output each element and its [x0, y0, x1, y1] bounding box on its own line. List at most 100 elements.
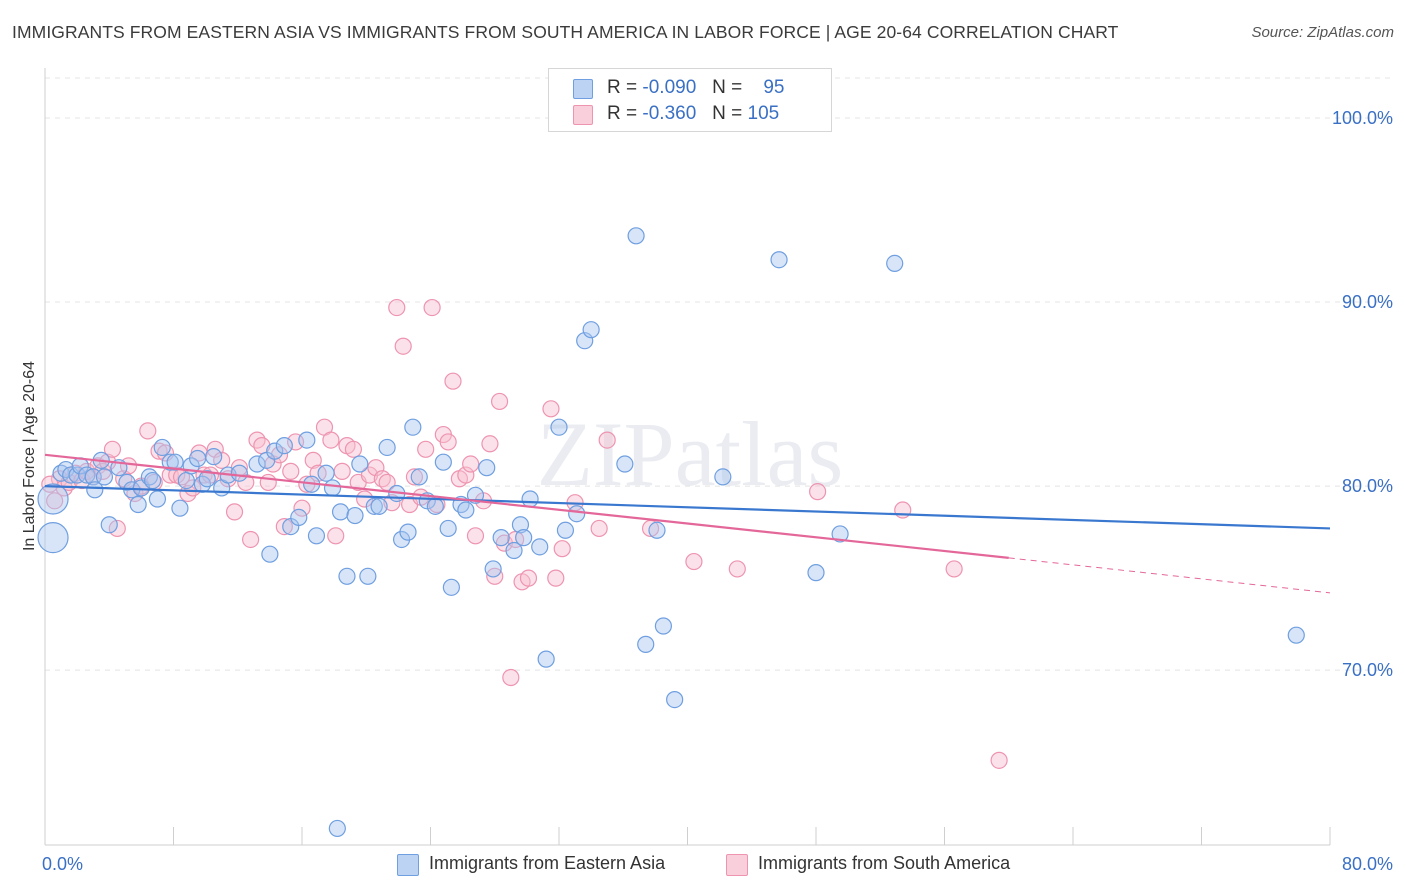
blue-point — [351, 455, 369, 473]
blue-point — [129, 495, 147, 514]
trend-line — [44, 453, 1009, 559]
pink-point — [809, 483, 827, 501]
blue-point — [248, 455, 266, 473]
legend-r-value-pink: -0.360 — [642, 103, 697, 124]
bottom-legend-swatch-blue — [397, 854, 419, 876]
blue-point — [346, 506, 364, 525]
legend-r-label: R = — [607, 103, 638, 124]
blue-point — [198, 470, 216, 488]
pink-point — [945, 560, 963, 578]
blue-point — [323, 479, 342, 497]
pink-point — [466, 527, 485, 545]
blue-point — [537, 650, 555, 668]
pink-point — [139, 422, 157, 440]
pink-point — [685, 552, 703, 571]
watermark: ZIPatlas — [537, 403, 844, 505]
pink-point — [547, 569, 565, 587]
y-tick-label: 80.0% — [1342, 476, 1393, 496]
pink-point — [519, 569, 538, 587]
legend-text-pink: R = -0.360 N = 105 — [607, 103, 779, 125]
bottom-legend-label-blue: Immigrants from Eastern Asia — [429, 853, 666, 873]
blue-point — [511, 516, 530, 534]
pink-point — [444, 372, 462, 390]
blue-point — [521, 490, 539, 508]
blue-point — [505, 541, 523, 560]
blue-point — [317, 464, 335, 482]
blue-point — [568, 505, 586, 523]
blue-point — [205, 448, 223, 466]
blue-point — [378, 438, 396, 457]
bottom-legend-label-pink: Immigrants from South America — [758, 853, 1011, 873]
blue-point — [886, 254, 904, 273]
x-tick-label: 80.0% — [1342, 854, 1393, 874]
pink-point — [394, 337, 412, 355]
blue-point — [582, 321, 600, 339]
legend-n-label: N = — [712, 103, 743, 124]
blue-point — [399, 523, 417, 541]
pink-point — [439, 433, 457, 451]
blue-point — [153, 438, 171, 457]
blue-series — [37, 227, 1305, 838]
pink-point — [103, 440, 122, 458]
blue-point — [144, 471, 162, 490]
pink-point — [423, 298, 441, 317]
pink-point — [179, 484, 197, 503]
y-axis-label: In Labor Force | Age 20-64 — [21, 361, 38, 551]
blue-point — [426, 497, 444, 515]
blue-point — [230, 464, 248, 482]
pink-point — [293, 499, 311, 517]
blue-point — [627, 227, 645, 245]
blue-point — [188, 449, 207, 468]
blue-point — [556, 521, 575, 539]
blue-point — [359, 567, 377, 585]
pink-point — [405, 468, 424, 486]
blue-point — [831, 525, 849, 543]
blue-point — [434, 453, 452, 471]
blue-point — [807, 564, 825, 582]
pink-point — [990, 751, 1008, 769]
blue-point — [161, 453, 179, 471]
pink-point — [542, 400, 560, 418]
legend-r-label: R = — [607, 77, 638, 98]
legend: R = -0.090 N = 95 R = -0.360 N = 105 — [548, 68, 832, 132]
legend-r-value-blue: -0.090 — [642, 77, 697, 98]
blue-point — [654, 617, 673, 635]
pink-point — [462, 455, 480, 473]
tick-labels: 70.0% 80.0% 90.0% 100.0% 0.0% 80.0% — [42, 108, 1393, 874]
blue-point — [177, 471, 195, 490]
pink-point — [46, 492, 64, 510]
blue-point — [404, 418, 422, 436]
pink-point — [457, 466, 475, 484]
blue-point — [616, 455, 634, 473]
legend-n-value-blue: 95 — [763, 77, 785, 98]
blue-point — [492, 529, 510, 547]
blue-point — [290, 508, 308, 526]
blue-point — [78, 466, 96, 484]
pink-point — [344, 440, 362, 458]
blue-point — [100, 516, 118, 534]
blue-point — [648, 521, 666, 539]
pink-point — [481, 435, 499, 453]
blue-point — [266, 442, 284, 460]
grid — [45, 77, 1395, 671]
blue-point — [148, 490, 167, 508]
blue-point — [37, 483, 69, 515]
blue-point — [1287, 626, 1305, 644]
blue-point — [166, 453, 184, 471]
pink-point — [553, 540, 571, 558]
trend-lines — [44, 453, 1331, 594]
blue-point — [275, 437, 293, 455]
blue-point — [442, 578, 460, 596]
blue-point — [307, 527, 326, 545]
pink-point — [275, 517, 293, 536]
blue-point — [86, 481, 104, 499]
pink-point — [213, 451, 231, 469]
pink-point — [502, 668, 520, 687]
pink-point — [108, 519, 126, 538]
pink-point — [259, 473, 277, 492]
blue-point — [370, 497, 388, 515]
y-tick-label: 90.0% — [1342, 292, 1393, 312]
pink-series — [41, 298, 1008, 769]
blue-point — [550, 418, 568, 436]
